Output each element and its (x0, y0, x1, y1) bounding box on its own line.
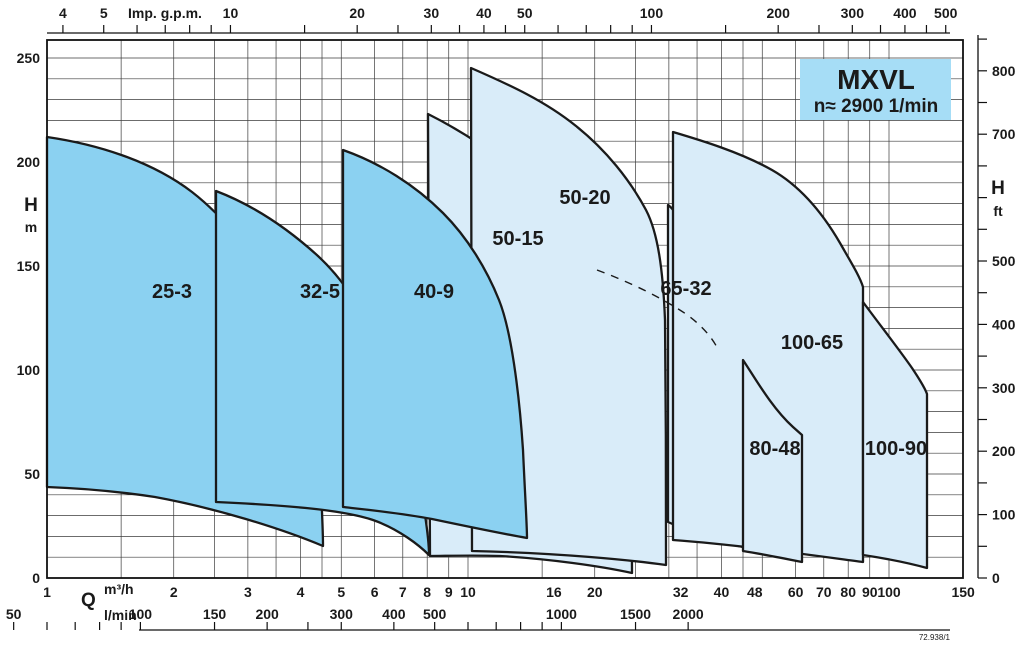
right-axis-tick-label: 400 (992, 316, 1016, 332)
bottom-m3h-tick-label: 6 (371, 584, 379, 600)
envelope-40-9 (341, 148, 529, 540)
left-axis-tick-label: 50 (24, 466, 40, 482)
q-axis-symbol: Q (81, 590, 96, 611)
envelope-label-32-5: 32-5 (300, 281, 340, 303)
drawing-number-note: 72.938/1 (919, 633, 951, 642)
envelopes-layer (45, 66, 929, 575)
left-axis-tick-label: 250 (17, 50, 41, 66)
bottom-m3h-tick-label: 3 (244, 584, 252, 600)
right-axis-tick-label: 700 (992, 126, 1016, 142)
envelope-label-80-48: 80-48 (749, 438, 800, 460)
bottom-m3h-tick-label: 100 (877, 584, 901, 600)
lmin-axis-tick-label: 300 (330, 606, 354, 622)
lmin-axis-tick-label: 1500 (620, 606, 651, 622)
plot-frame (46, 39, 964, 579)
envelope-label-50-15: 50-15 (492, 228, 543, 250)
envelope-label-100-65: 100-65 (781, 332, 843, 354)
lmin-axis-tick-label: 50 (6, 606, 22, 622)
bottom-m3h-tick-label: 90 (862, 584, 878, 600)
m3h-unit: m³/h (104, 581, 134, 597)
bottom-m3h-tick-label: 8 (423, 584, 431, 600)
left-axis-tick-label: 200 (17, 154, 41, 170)
top-axis-tick-label: 300 (841, 5, 865, 21)
envelope-label-40-9: 40-9 (414, 281, 454, 303)
bottom-m3h-tick-label: 5 (337, 584, 345, 600)
left-axis-tick-label: 100 (17, 362, 41, 378)
right-axis-tick-label: 200 (992, 443, 1016, 459)
envelope-100-90 (861, 300, 929, 570)
lmin-axis-tick-label: 1000 (546, 606, 577, 622)
lmin-axis-tick-label: 100 (129, 606, 153, 622)
right-axis-tick-label: 100 (992, 507, 1016, 523)
left-axis-tick-label: 0 (32, 570, 40, 586)
lmin-axis-tick-label: 200 (255, 606, 279, 622)
bottom-m3h-tick-label: 4 (297, 584, 305, 600)
envelope-80-48 (741, 358, 804, 564)
right-axis-letter: H (991, 178, 1005, 199)
bottom-m3h-tick-label: 32 (673, 584, 689, 600)
bottom-m3h-tick-label: 16 (546, 584, 562, 600)
top-axis-tick-label: 40 (476, 5, 492, 21)
right-axis-tick-label: 300 (992, 380, 1016, 396)
top-axis-tick-label: 400 (893, 5, 917, 21)
top-axis-tick-label: 50 (517, 5, 533, 21)
bottom-m3h-tick-label: 10 (460, 584, 476, 600)
bottom-m3h-tick-label: 1 (43, 584, 51, 600)
left-axis-letter: H (24, 195, 38, 216)
bottom-m3h-tick-label: 2 (170, 584, 178, 600)
top-axis-tick-label: 500 (934, 5, 958, 21)
bottom-m3h-tick-label: 20 (587, 584, 603, 600)
top-axis-tick-label: 200 (767, 5, 791, 21)
title-model: MXVL (837, 64, 915, 95)
right-axis-tick-label: 800 (992, 63, 1016, 79)
envelope-label-25-3: 25-3 (152, 281, 192, 303)
top-axis-tick-label: 10 (223, 5, 239, 21)
envelope-labels-layer: 50-15 50-20 65-32 100-65 80-48 100-90 25-3 32-5… (152, 187, 927, 460)
lmin-axis-tick-label: 2000 (673, 606, 704, 622)
title-speed: n≈ 2900 1/min (814, 96, 938, 117)
left-axis-tick-label: 150 (17, 258, 41, 274)
envelope-label-100-90: 100-90 (865, 438, 927, 460)
lmin-axis-tick-label: 150 (203, 606, 227, 622)
left-axis-unit: m (25, 219, 37, 235)
bottom-m3h-tick-label: 150 (951, 584, 975, 600)
bottom-m3h-tick-label: 70 (816, 584, 832, 600)
title-box-bg (800, 59, 951, 120)
top-axis-tick-label: 20 (349, 5, 365, 21)
bottom-m3h-tick-label: 60 (788, 584, 804, 600)
bottom-m3h-tick-label: 9 (445, 584, 453, 600)
right-axis-unit: ft (993, 203, 1003, 219)
top-axis-tick-label: 30 (424, 5, 440, 21)
right-axis-tick-label: 500 (992, 253, 1016, 269)
right-axis-tick-label: 0 (992, 570, 1000, 586)
lmin-unit: l/min (104, 607, 137, 623)
bottom-m3h-tick-label: 48 (747, 584, 763, 600)
title-box: MXVL n≈ 2900 1/min (800, 59, 951, 120)
lmin-axis-tick-label: 400 (382, 606, 406, 622)
top-axis-tick-label: 100 (640, 5, 664, 21)
dashed-indicator-line (596, 269, 720, 352)
top-axis-tick-label: 4 (59, 5, 67, 21)
lmin-axis-tick-label: 500 (423, 606, 447, 622)
envelope-label-50-20: 50-20 (559, 187, 610, 209)
top-axis-tick-label: 5 (100, 5, 108, 21)
bottom-m3h-tick-label: 7 (399, 584, 407, 600)
top-axis-unit: Imp. g.p.m. (128, 5, 202, 21)
plot-frame-layer (46, 39, 964, 579)
bottom-m3h-tick-label: 80 (840, 584, 856, 600)
bottom-m3h-tick-label: 40 (714, 584, 730, 600)
axes-layer: 4 5 10 20 30 40 50 100 200 300 400 5000501001502002… (6, 5, 1016, 631)
envelope-label-65-32: 65-32 (660, 278, 711, 300)
